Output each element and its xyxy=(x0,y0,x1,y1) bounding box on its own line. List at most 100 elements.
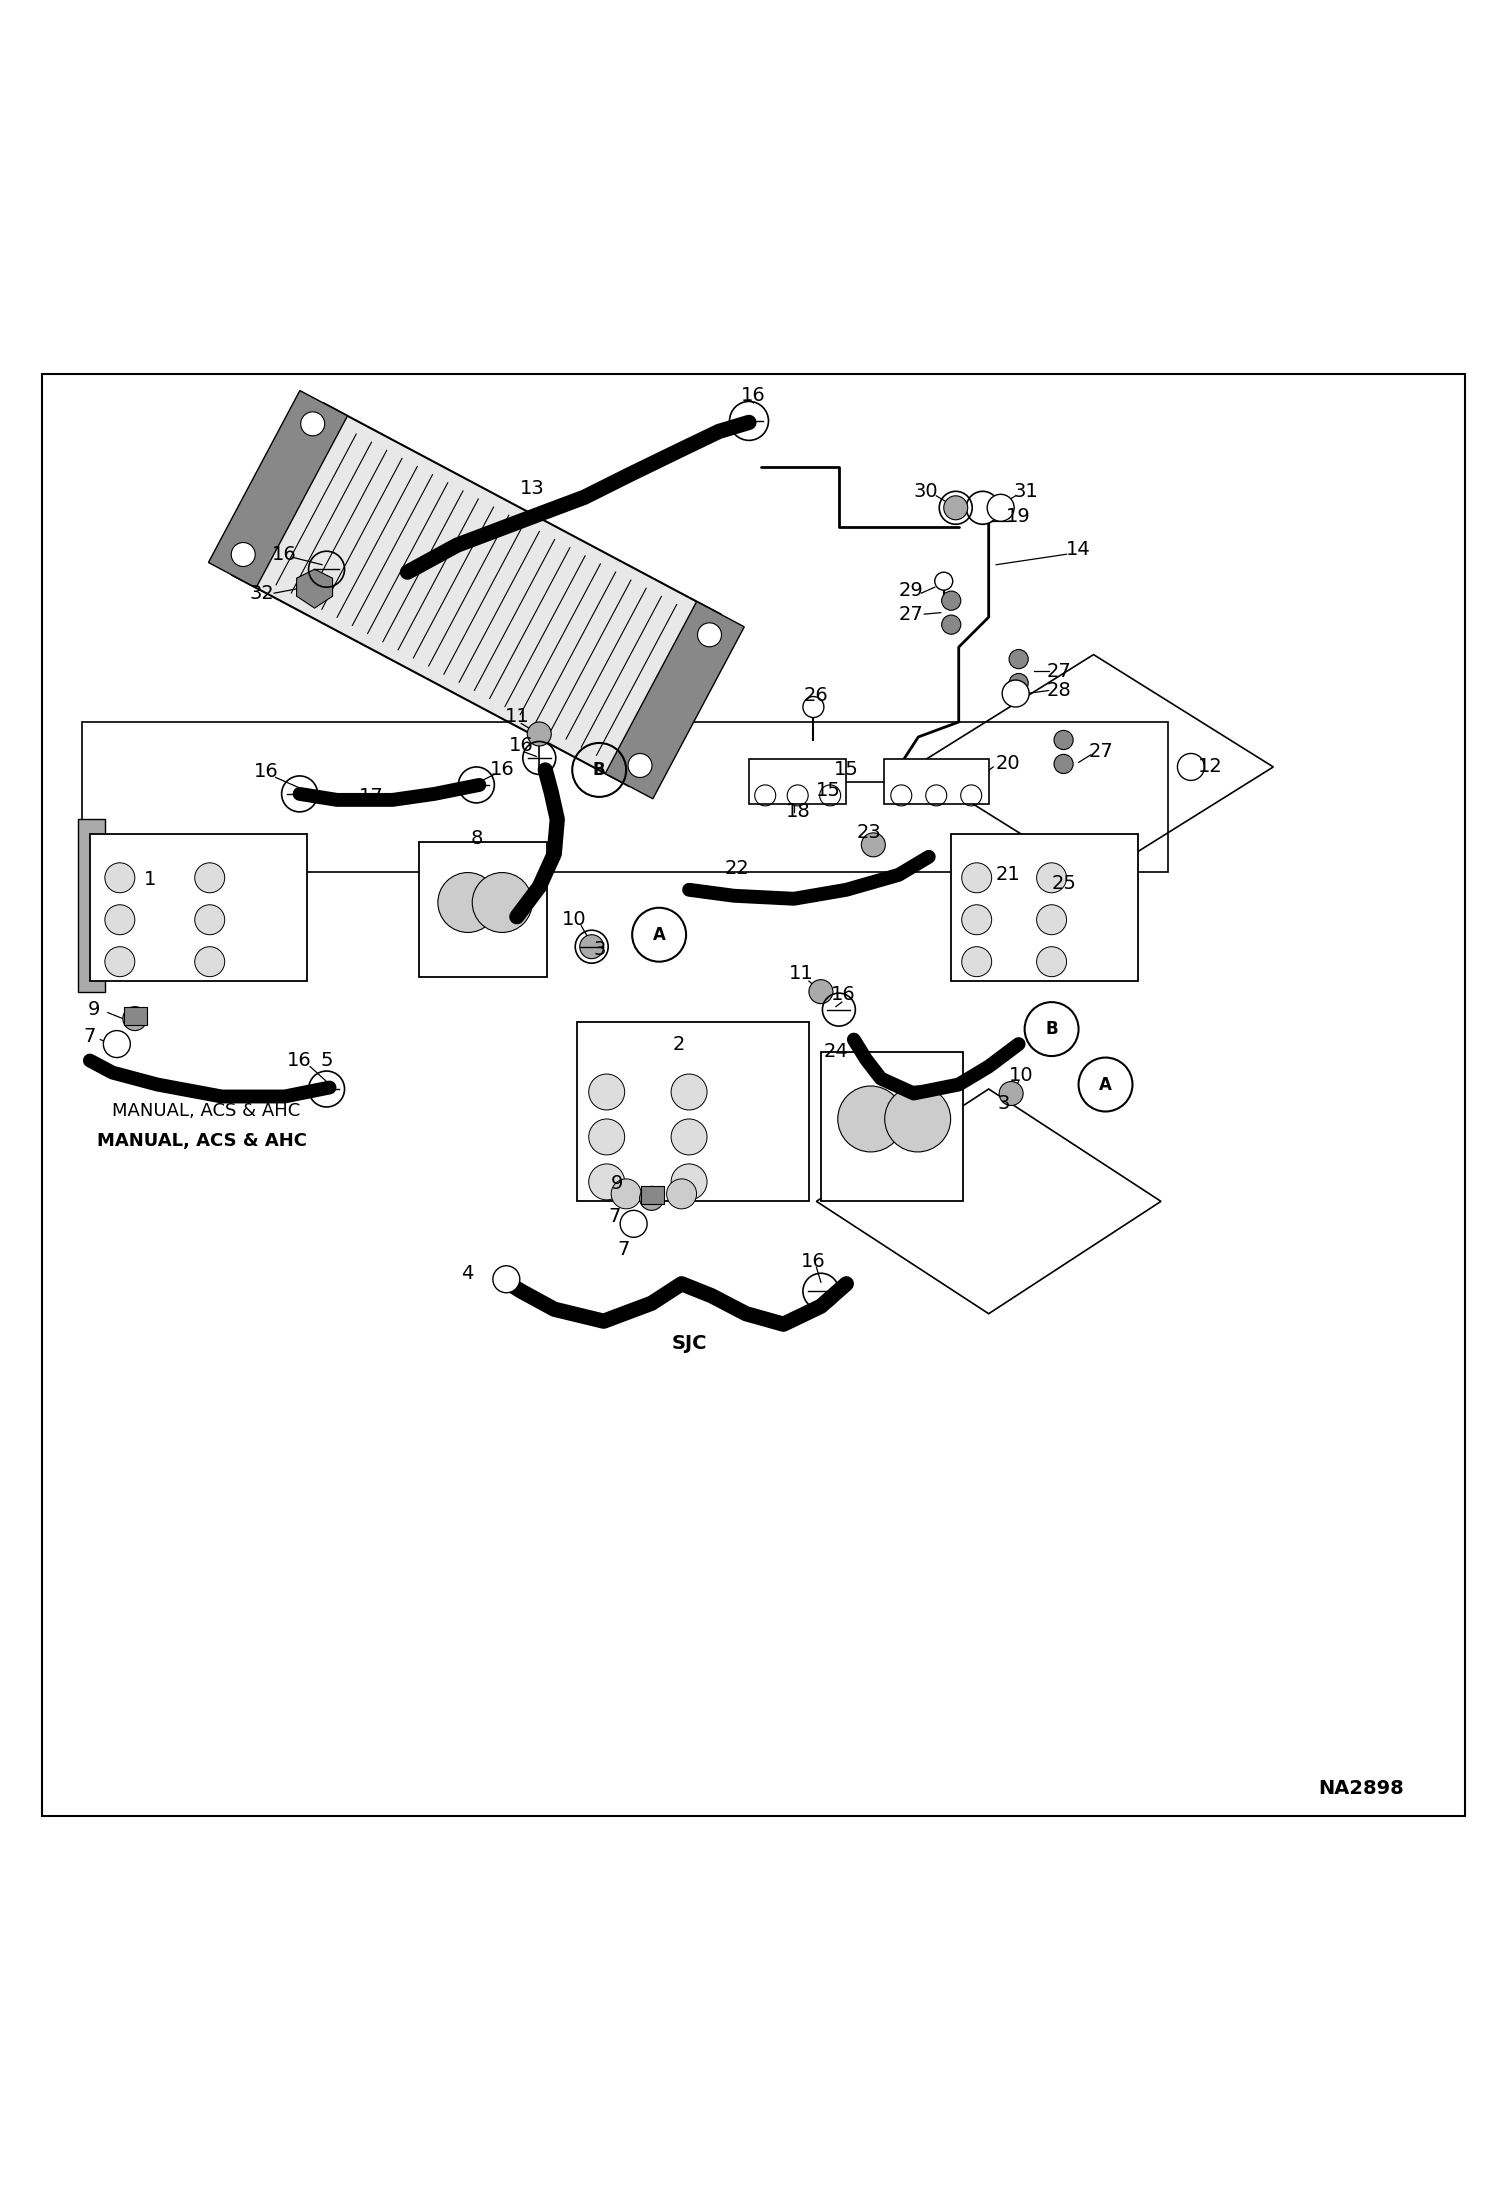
Circle shape xyxy=(105,906,135,934)
Circle shape xyxy=(962,906,992,934)
Text: 28: 28 xyxy=(1047,682,1071,700)
Text: 15: 15 xyxy=(816,781,840,800)
Text: 15: 15 xyxy=(834,761,858,779)
Text: 12: 12 xyxy=(1198,757,1222,776)
Text: 30: 30 xyxy=(914,482,938,500)
Text: 3: 3 xyxy=(593,941,605,958)
Text: 27: 27 xyxy=(1047,662,1071,680)
Bar xyxy=(821,1053,963,1202)
Text: B: B xyxy=(1046,1020,1058,1037)
Text: 31: 31 xyxy=(1014,482,1038,500)
Text: 8: 8 xyxy=(470,829,482,849)
Circle shape xyxy=(962,947,992,976)
Circle shape xyxy=(671,1075,707,1110)
Circle shape xyxy=(809,980,833,1004)
Text: 10: 10 xyxy=(562,910,586,930)
Text: 7: 7 xyxy=(617,1239,629,1259)
Polygon shape xyxy=(297,570,333,607)
Circle shape xyxy=(962,862,992,893)
Text: 7: 7 xyxy=(84,1026,96,1046)
Text: A: A xyxy=(1100,1075,1112,1094)
Text: 18: 18 xyxy=(786,803,810,822)
Circle shape xyxy=(301,412,325,436)
Text: 16: 16 xyxy=(509,737,533,754)
Text: 22: 22 xyxy=(725,860,749,879)
Text: 27: 27 xyxy=(1089,743,1113,761)
Text: 16: 16 xyxy=(801,1252,825,1270)
Text: MANUAL, ACS & AHC: MANUAL, ACS & AHC xyxy=(97,1132,307,1151)
Circle shape xyxy=(611,1180,641,1208)
Text: 11: 11 xyxy=(505,706,529,726)
Polygon shape xyxy=(641,1186,664,1204)
Text: 27: 27 xyxy=(899,605,923,623)
Text: 25: 25 xyxy=(1052,875,1076,893)
Circle shape xyxy=(999,1081,1023,1105)
Text: 29: 29 xyxy=(899,581,923,599)
Text: 20: 20 xyxy=(996,754,1020,774)
Circle shape xyxy=(589,1164,625,1200)
Circle shape xyxy=(667,1180,697,1208)
Circle shape xyxy=(195,906,225,934)
Circle shape xyxy=(103,1031,130,1057)
Text: 16: 16 xyxy=(490,761,514,779)
Text: 16: 16 xyxy=(831,985,855,1004)
Text: 17: 17 xyxy=(360,787,383,807)
Text: 23: 23 xyxy=(857,822,881,842)
Bar xyxy=(749,759,846,805)
Circle shape xyxy=(1037,862,1067,893)
Text: 14: 14 xyxy=(1067,539,1091,559)
Circle shape xyxy=(987,493,1014,522)
Polygon shape xyxy=(124,1007,147,1024)
Circle shape xyxy=(944,496,968,520)
Text: 16: 16 xyxy=(255,761,279,781)
Text: 2: 2 xyxy=(673,1035,685,1053)
Circle shape xyxy=(589,1118,625,1156)
Circle shape xyxy=(640,1186,664,1211)
Circle shape xyxy=(231,542,255,566)
Polygon shape xyxy=(78,820,105,991)
Circle shape xyxy=(1055,730,1073,750)
Circle shape xyxy=(885,1086,951,1151)
Text: 9: 9 xyxy=(88,1000,100,1020)
Text: 24: 24 xyxy=(824,1042,848,1061)
Circle shape xyxy=(437,873,497,932)
Circle shape xyxy=(1010,673,1028,693)
Circle shape xyxy=(105,947,135,976)
Text: 16: 16 xyxy=(288,1050,312,1070)
Text: 13: 13 xyxy=(520,478,544,498)
Text: 4: 4 xyxy=(461,1263,473,1283)
Polygon shape xyxy=(605,601,745,798)
Circle shape xyxy=(942,614,960,634)
Polygon shape xyxy=(208,390,348,588)
Circle shape xyxy=(837,1086,903,1151)
Text: MANUAL, ACS & AHC: MANUAL, ACS & AHC xyxy=(112,1103,301,1121)
FancyBboxPatch shape xyxy=(951,833,1138,980)
Circle shape xyxy=(493,1265,520,1292)
FancyBboxPatch shape xyxy=(90,833,307,980)
Circle shape xyxy=(861,833,885,857)
Circle shape xyxy=(1002,680,1029,706)
Circle shape xyxy=(620,1211,647,1237)
Bar xyxy=(419,842,547,976)
Text: 26: 26 xyxy=(804,686,828,704)
Circle shape xyxy=(195,862,225,893)
Circle shape xyxy=(935,572,953,590)
Text: 19: 19 xyxy=(1007,507,1031,526)
Bar xyxy=(884,759,989,805)
Circle shape xyxy=(589,1075,625,1110)
Text: 1: 1 xyxy=(144,871,156,888)
Text: 11: 11 xyxy=(789,965,813,982)
Circle shape xyxy=(671,1118,707,1156)
Circle shape xyxy=(303,579,327,603)
Circle shape xyxy=(1177,754,1204,781)
Circle shape xyxy=(942,592,960,610)
Circle shape xyxy=(123,1007,147,1031)
Text: 10: 10 xyxy=(1010,1066,1034,1086)
Text: 16: 16 xyxy=(273,544,297,564)
Text: NA2898: NA2898 xyxy=(1318,1779,1404,1798)
Text: 32: 32 xyxy=(250,583,274,603)
Text: 7: 7 xyxy=(608,1206,620,1226)
Text: 9: 9 xyxy=(611,1173,623,1193)
Circle shape xyxy=(1037,947,1067,976)
Text: SJC: SJC xyxy=(671,1333,707,1353)
